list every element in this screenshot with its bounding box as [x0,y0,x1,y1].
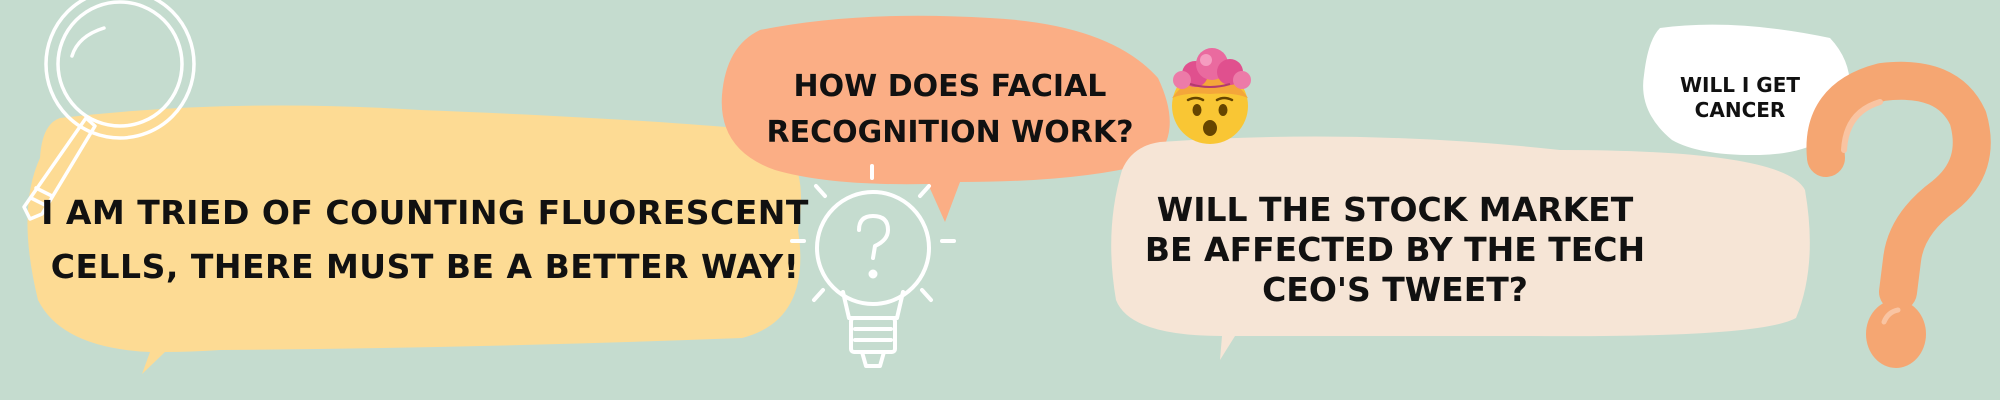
speech-bubble-yellow [27,105,801,374]
bubble-text-stock-market: WILL THE STOCK MARKET BE AFFECTED BY THE… [1135,180,1655,320]
bubble-text-counting-cells: I AM TRIED OF COUNTING FLUORESCENT CELLS… [40,155,810,325]
speech-bubble-white [1643,24,1850,156]
bubble-label-cancer: WILL I GET CANCER [1679,72,1801,122]
bubble-label-cells: I AM TRIED OF COUNTING FLUORESCENT CELLS… [41,193,809,286]
speech-bubble-cream [1111,136,1810,360]
speech-bubble-orange [721,15,1170,223]
bubble-label-facial: HOW DOES FACIAL RECOGNITION WORK? [766,69,1134,150]
magnifying-glass-icon [22,0,196,221]
bubble-text-facial-recognition: HOW DOES FACIAL RECOGNITION WORK? [735,60,1165,160]
bubble-text-cancer: WILL I GET CANCER [1640,65,1840,130]
bubble-label-stock: WILL THE STOCK MARKET BE AFFECTED BY THE… [1144,190,1646,309]
exploding-head-emoji-icon [1172,48,1251,144]
question-mark-icon [1806,61,1991,368]
lightbulb-question-icon [790,164,956,368]
